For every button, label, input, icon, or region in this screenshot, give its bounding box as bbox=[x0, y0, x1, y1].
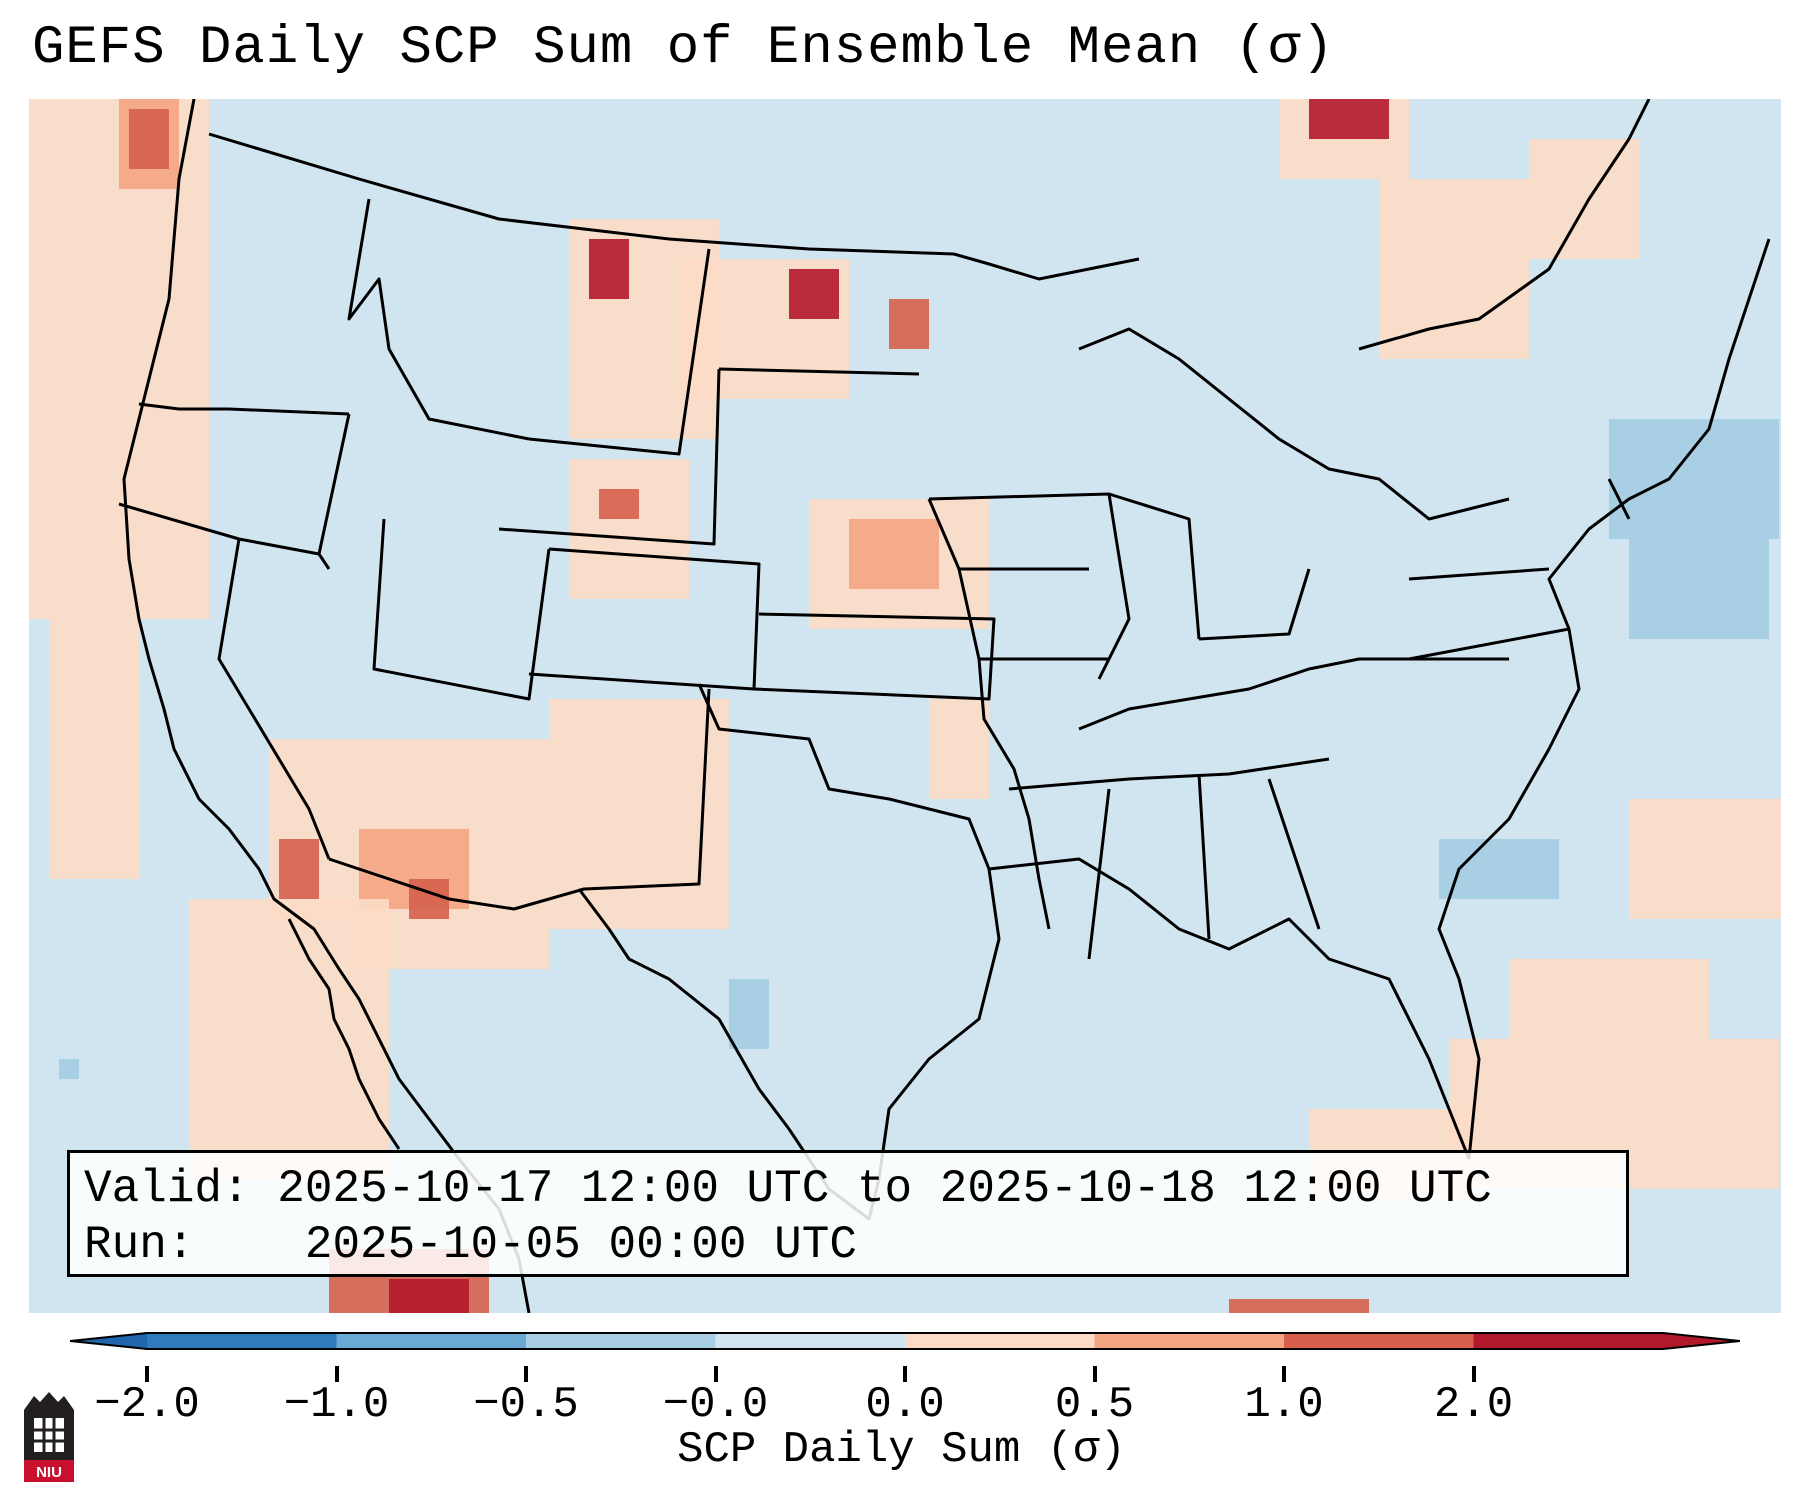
scp-shading-cell-negative bbox=[1629, 539, 1769, 639]
colorbar-segment bbox=[336, 1333, 527, 1349]
border-wa-or bbox=[138, 402, 350, 416]
border-midwest bbox=[928, 492, 1311, 680]
colorbar-tick-label: 1.0 bbox=[1244, 1380, 1324, 1430]
border-wy-south bbox=[498, 368, 721, 546]
scp-shading-cell-negative bbox=[1439, 839, 1559, 899]
coastline-west bbox=[122, 99, 531, 1313]
run-row: Run: 2025-10-05 00:00 UTC bbox=[84, 1217, 1612, 1273]
colorbar bbox=[70, 1332, 1740, 1350]
scp-shading-cell bbox=[889, 299, 929, 349]
border-mississippi bbox=[927, 498, 1051, 930]
scp-shading-cell bbox=[789, 269, 839, 319]
colorbar-over-arrow bbox=[1663, 1333, 1740, 1349]
scp-shading-cell bbox=[1509, 959, 1709, 1039]
border-mt-wy bbox=[528, 248, 711, 456]
colorbar-tick bbox=[903, 1366, 907, 1382]
scp-shading-cell bbox=[1229, 1299, 1369, 1313]
border-az-nm-mx bbox=[328, 688, 711, 911]
scp-shading-cell-negative bbox=[729, 979, 769, 1049]
scp-shading-cell-negative bbox=[1609, 419, 1779, 539]
colorbar-tick-label: −0.0 bbox=[662, 1380, 769, 1430]
scp-shading-cell bbox=[1629, 799, 1781, 919]
border-id-west bbox=[317, 413, 351, 570]
canada-border-mn bbox=[953, 252, 1140, 281]
colorbar-tick bbox=[334, 1366, 339, 1382]
niu-logo-text: NIU bbox=[36, 1464, 62, 1481]
scp-shading-cell bbox=[189, 899, 389, 1179]
colorbar-segment bbox=[1284, 1333, 1474, 1349]
colorbar-segment bbox=[147, 1333, 337, 1349]
colorbar-tick-label: −0.5 bbox=[473, 1380, 579, 1430]
scp-shading-cell bbox=[599, 489, 639, 519]
colorbar-segment bbox=[526, 1333, 716, 1349]
colorbar-tick-label: −2.0 bbox=[94, 1380, 200, 1430]
border-ia-mo bbox=[959, 567, 1109, 661]
colorbar-segment bbox=[715, 1333, 906, 1349]
border-tx bbox=[577, 683, 1001, 1221]
scp-shading-cell bbox=[1529, 139, 1639, 259]
colorbar-segment bbox=[1473, 1333, 1664, 1349]
map-panel bbox=[29, 99, 1781, 1313]
colorbar-segment bbox=[1094, 1333, 1285, 1349]
colorbar-label: SCP Daily Sum (σ) bbox=[677, 1425, 1126, 1475]
colorbar-tick bbox=[524, 1366, 528, 1382]
border-northeast bbox=[1408, 478, 1631, 661]
colorbar-segment bbox=[905, 1333, 1095, 1349]
colorbar-tick bbox=[1282, 1366, 1286, 1382]
colorbar-tick bbox=[1471, 1366, 1476, 1382]
colorbar-tick-label: 0.5 bbox=[1054, 1380, 1135, 1430]
border-id-mt bbox=[347, 198, 530, 441]
valid-label: Valid: bbox=[84, 1163, 250, 1215]
scp-shading-cell-negative bbox=[59, 1059, 79, 1079]
colorbar-tick-label: 2.0 bbox=[1433, 1380, 1514, 1430]
run-label: Run: bbox=[84, 1219, 195, 1271]
border-gulf-coast bbox=[988, 857, 1471, 1160]
colorbar-segments bbox=[147, 1333, 1664, 1349]
scp-shading-cell bbox=[1379, 179, 1529, 359]
border-great-lakes bbox=[1078, 327, 1510, 521]
border-nv-east bbox=[217, 538, 331, 860]
scp-shading-cell bbox=[849, 519, 939, 589]
scp-shading-cell bbox=[589, 239, 629, 299]
colorbar-outline bbox=[70, 1332, 1740, 1350]
run-text: 2025-10-05 00:00 UTC bbox=[304, 1219, 857, 1271]
state-boundaries bbox=[118, 99, 1771, 1313]
colorbar-under-arrow bbox=[70, 1333, 147, 1349]
colorbar-tick-label: 0.0 bbox=[865, 1380, 945, 1430]
baja-outline bbox=[287, 918, 401, 1150]
border-south-states bbox=[1087, 773, 1321, 960]
border-ut-az bbox=[372, 518, 551, 701]
scp-shading-cell bbox=[279, 839, 319, 899]
border-tn-south bbox=[1008, 757, 1330, 791]
scp-shading-cell bbox=[929, 699, 989, 799]
border-co bbox=[528, 547, 761, 691]
border-nd-sd bbox=[718, 367, 920, 376]
valid-text: 2025-10-17 12:00 UTC to 2025-10-18 12:00… bbox=[277, 1163, 1492, 1215]
scp-shading-cell bbox=[569, 459, 689, 599]
scp-shading-cell bbox=[129, 109, 169, 169]
scp-shading-cell bbox=[1309, 99, 1389, 139]
valid-row: Valid: 2025-10-17 12:00 UTC to 2025-10-1… bbox=[84, 1161, 1612, 1217]
valid-run-infobox: Valid: 2025-10-17 12:00 UTC to 2025-10-1… bbox=[67, 1150, 1629, 1277]
canada-border-west bbox=[208, 132, 955, 256]
colorbar-tick-label: −1.0 bbox=[283, 1380, 390, 1430]
canada-border-east bbox=[1358, 99, 1651, 351]
scp-shading-cell bbox=[389, 1279, 469, 1313]
colorbar-tick bbox=[1092, 1366, 1097, 1382]
colorbar-tick bbox=[713, 1366, 718, 1382]
niu-logo-icon: NIU bbox=[24, 1392, 74, 1482]
colorbar-tick bbox=[145, 1366, 149, 1382]
scp-shading-cell bbox=[49, 619, 139, 879]
scp-shading-cell bbox=[409, 879, 449, 919]
border-ohio-river bbox=[1078, 657, 1509, 731]
map-svg bbox=[29, 99, 1781, 1313]
chart-title: GEFS Daily SCP Sum of Ensemble Mean (σ) bbox=[32, 18, 1335, 79]
